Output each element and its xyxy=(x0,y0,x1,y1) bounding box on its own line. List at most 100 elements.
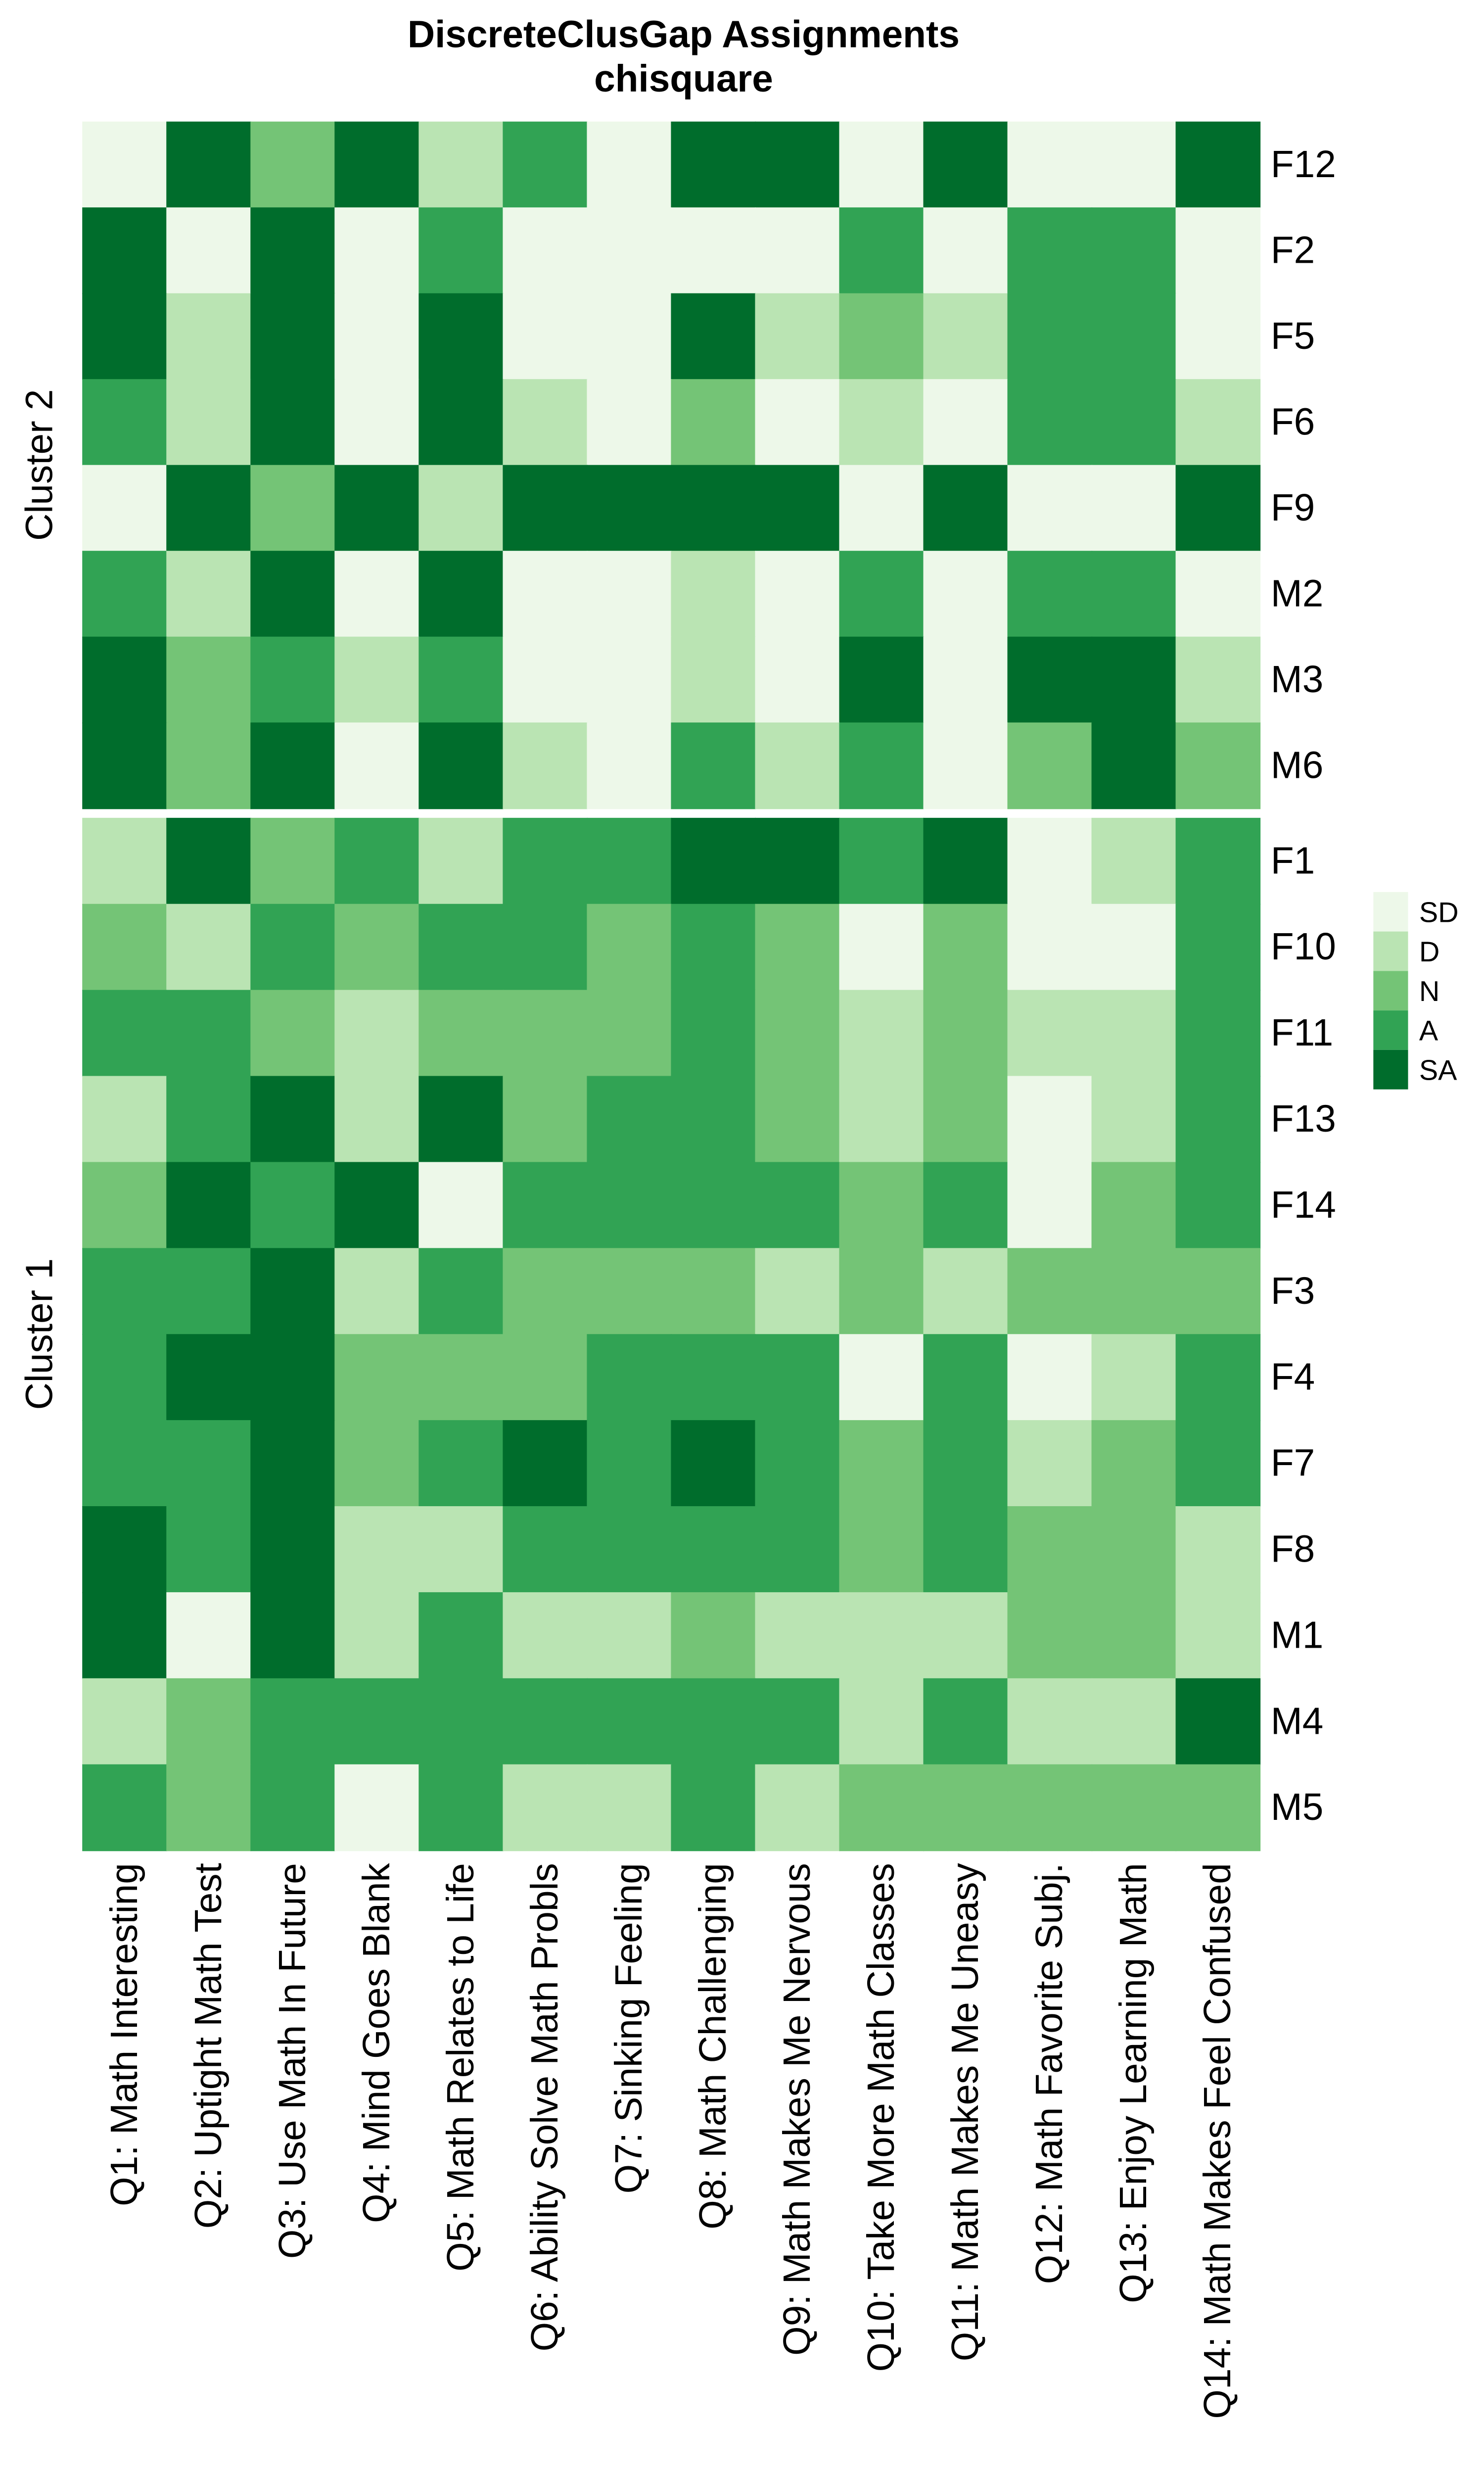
heatmap-cell xyxy=(82,1162,167,1249)
heatmap-cell xyxy=(503,1076,588,1163)
heatmap-cell xyxy=(923,1420,1009,1507)
heatmap-cell xyxy=(166,1076,251,1163)
heatmap-cell xyxy=(671,1420,756,1507)
chart-subtitle: chisquare xyxy=(594,58,773,100)
heatmap-cell xyxy=(1007,904,1093,991)
row-label: F8 xyxy=(1271,1528,1315,1570)
heatmap-cell xyxy=(503,1506,588,1593)
heatmap-cell xyxy=(250,1592,335,1679)
row-label: M1 xyxy=(1271,1614,1323,1656)
heatmap-cell xyxy=(671,1764,756,1852)
heatmap-cell xyxy=(250,722,335,809)
heatmap-cell xyxy=(1091,990,1177,1077)
heatmap-cell xyxy=(503,1764,588,1852)
heatmap-cell xyxy=(839,1162,925,1249)
heatmap-cell xyxy=(166,379,251,466)
column-label: Q10: Take More Math Classes xyxy=(860,1863,902,2372)
column-label: Q8: Math Challenging xyxy=(692,1863,734,2230)
row-label: F7 xyxy=(1271,1442,1315,1484)
row-label: F11 xyxy=(1271,1012,1333,1054)
heatmap-cell xyxy=(334,817,419,905)
heatmap-cell xyxy=(503,1248,588,1335)
heatmap-cell xyxy=(587,293,672,380)
heatmap-cell xyxy=(1091,551,1177,638)
heatmap-cell xyxy=(1091,1162,1177,1249)
heatmap-cell xyxy=(923,1162,1009,1249)
column-label: Q1: Math Interesting xyxy=(103,1863,145,2206)
heatmap-cell xyxy=(755,121,840,208)
heatmap-cell xyxy=(1175,1076,1261,1163)
heatmap-cell xyxy=(1007,207,1093,294)
heatmap-cell xyxy=(418,636,504,723)
heatmap-cell xyxy=(671,1162,756,1249)
heatmap-cell xyxy=(250,551,335,638)
heatmap-cell xyxy=(250,379,335,466)
heatmap-cell xyxy=(671,121,756,208)
heatmap-cell xyxy=(587,817,672,905)
heatmap-cell xyxy=(418,817,504,905)
heatmap-cell xyxy=(334,1420,419,1507)
heatmap-cell xyxy=(923,207,1009,294)
heatmap-cell xyxy=(923,293,1009,380)
heatmap-cell xyxy=(334,293,419,380)
heatmap-cell xyxy=(503,1678,588,1765)
heatmap-cell xyxy=(418,904,504,991)
heatmap-cell xyxy=(923,551,1009,638)
heatmap-cell xyxy=(587,465,672,552)
heatmap-cell xyxy=(166,121,251,208)
heatmap-cell xyxy=(587,636,672,723)
heatmap-cell xyxy=(671,465,756,552)
heatmap-cell xyxy=(839,551,925,638)
heatmap-cell xyxy=(1007,722,1093,809)
column-label: Q6: Ability Solve Math Probls xyxy=(524,1863,566,2351)
heatmap-cell xyxy=(1175,1592,1261,1679)
cluster-label: Cluster 1 xyxy=(19,1258,61,1410)
legend-label: SD xyxy=(1419,897,1459,928)
heatmap-cell xyxy=(1091,904,1177,991)
row-label: M3 xyxy=(1271,659,1323,701)
heatmap-cell xyxy=(166,990,251,1077)
heatmap-cell xyxy=(923,1506,1009,1593)
heatmap-cell xyxy=(1007,1764,1093,1852)
heatmap-cell xyxy=(587,722,672,809)
heatmap-cell xyxy=(82,551,167,638)
legend-swatch xyxy=(1373,971,1408,1011)
chart-title: DiscreteClusGap Assignments xyxy=(408,14,960,56)
heatmap-cell xyxy=(1175,207,1261,294)
heatmap-cell xyxy=(334,1764,419,1852)
heatmap-cell xyxy=(839,1592,925,1679)
heatmap-cell xyxy=(418,990,504,1077)
heatmap-cell xyxy=(839,207,925,294)
heatmap-cell xyxy=(503,121,588,208)
heatmap-cell xyxy=(82,904,167,991)
heatmap-cell xyxy=(923,1076,1009,1163)
column-label: Q2: Uptight Math Test xyxy=(187,1863,230,2229)
heatmap-cell xyxy=(250,990,335,1077)
heatmap-cell xyxy=(671,1248,756,1335)
heatmap-cell xyxy=(82,293,167,380)
heatmap-cell xyxy=(671,990,756,1077)
heatmap-cell xyxy=(587,1592,672,1679)
heatmap-cell xyxy=(1091,1248,1177,1335)
heatmap-cell xyxy=(334,379,419,466)
heatmap-cell xyxy=(923,904,1009,991)
heatmap-cell xyxy=(923,1678,1009,1765)
heatmap-cell xyxy=(250,121,335,208)
heatmap-cell xyxy=(755,817,840,905)
column-label: Q14: Math Makes Feel Confused xyxy=(1197,1863,1239,2419)
heatmap-cell xyxy=(1175,722,1261,809)
heatmap-cell xyxy=(418,1592,504,1679)
heatmap-cell xyxy=(166,1162,251,1249)
heatmap-cell xyxy=(839,1076,925,1163)
heatmap-cell xyxy=(250,636,335,723)
heatmap-cell xyxy=(923,1334,1009,1421)
heatmap-cell xyxy=(250,1162,335,1249)
heatmap-cell xyxy=(166,1592,251,1679)
heatmap-cell xyxy=(418,1248,504,1335)
heatmap-cell xyxy=(587,379,672,466)
heatmap-cell xyxy=(755,293,840,380)
heatmap-cell xyxy=(923,1764,1009,1852)
heatmap-cell xyxy=(671,379,756,466)
heatmap-cell xyxy=(755,207,840,294)
